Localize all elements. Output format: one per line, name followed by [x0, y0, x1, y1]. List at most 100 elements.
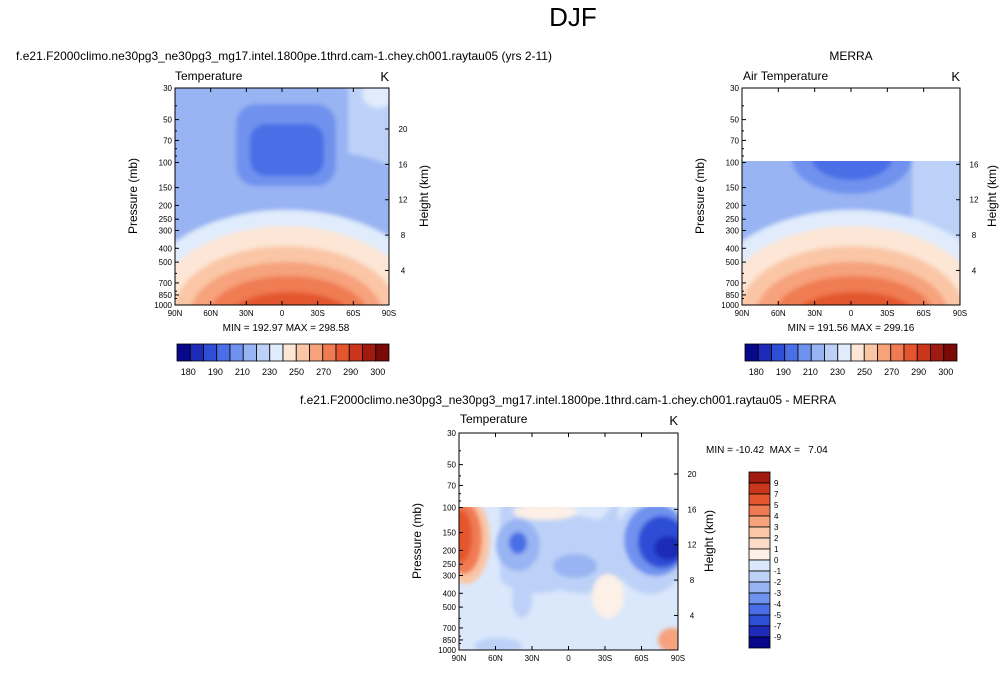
colorbar-label: 300 [370, 367, 385, 377]
y-tick-label: 500 [443, 603, 457, 612]
panel-diff-stats: MIN = -10.42 MAX = 7.04 [706, 445, 828, 456]
colorbar-swatch [309, 343, 324, 362]
panel-merra: MERRA Air Temperature K 30 50 70 100 150 200 2… [693, 49, 999, 377]
panel-merra-title: MERRA [829, 49, 872, 63]
x-tick-label: 90S [671, 654, 685, 663]
colorbar-label: 230 [830, 367, 845, 377]
y-tick-label: 700 [443, 624, 457, 633]
y2-tick-label: 12 [970, 196, 979, 205]
panel-model-stats: MIN = 192.97 MAX = 298.58 [223, 323, 350, 334]
field-band [236, 292, 344, 305]
colorbar-swatch [229, 343, 244, 362]
x-tick-label: 0 [566, 654, 571, 663]
x-tick-label: 30S [598, 654, 612, 663]
colorbar-swatch [748, 625, 771, 638]
colorbar-swatch [784, 343, 799, 362]
field-band [553, 554, 597, 578]
panel-merra-stats: MIN = 191.56 MAX = 299.16 [788, 323, 915, 334]
colorbar-label: 270 [316, 367, 331, 377]
y-tick-label: 70 [447, 481, 456, 490]
colorbar-swatch [216, 343, 231, 362]
colorbar-swatch [748, 504, 771, 517]
colorbar-swatch [850, 343, 865, 362]
panel-diff-ylabel-right: Height (km) [702, 510, 716, 572]
colorbar-label: 290 [911, 367, 926, 377]
panel-model-left-string: Temperature [175, 69, 243, 83]
y2-tick-label: 12 [688, 541, 697, 550]
y2-tick-label: 4 [401, 266, 406, 275]
colorbar-label: -9 [774, 633, 782, 642]
y-tick-label: 100 [726, 159, 740, 168]
colorbar-swatch [797, 343, 812, 362]
x-tick-label: 90S [953, 309, 967, 318]
x-tick-label: 60N [488, 654, 503, 663]
colorbar-swatch [335, 343, 350, 362]
field-band [474, 638, 522, 650]
y-tick-label: 300 [443, 571, 457, 580]
x-tick-label: 30S [311, 309, 325, 318]
y-tick-label: 850 [159, 291, 173, 300]
colorbar-swatch [824, 343, 839, 362]
y-tick-label: 250 [443, 560, 457, 569]
field-band [658, 628, 678, 650]
panel-model-y2-ticks: 20 16 12 8 4 [385, 125, 408, 275]
colorbar-label: 7 [774, 490, 779, 499]
y-tick-label: 150 [726, 184, 740, 193]
colorbar-swatch [269, 343, 284, 362]
field-band [250, 124, 324, 176]
colorbar-swatch [256, 343, 271, 362]
y-tick-label: 30 [447, 429, 456, 438]
y-tick-label: 100 [159, 159, 173, 168]
colorbar-swatch [748, 581, 771, 594]
x-tick-label: 30N [807, 309, 822, 318]
no-data-region [459, 433, 678, 507]
y-tick-label: 300 [159, 226, 173, 235]
colorbar-swatch [176, 343, 191, 362]
y-tick-label: 50 [163, 116, 172, 125]
colorbar-swatch [863, 343, 878, 362]
panel-merra-y2-ticks: 16 12 8 4 [956, 160, 979, 275]
y-tick-label: 500 [726, 258, 740, 267]
panel-diff-x-ticks: 90N 60N 30N 0 30S 60S 90S [452, 433, 685, 663]
colorbar-swatch [189, 343, 204, 362]
y2-tick-label: 4 [690, 611, 695, 620]
colorbar-swatch [890, 343, 905, 362]
panel-merra-contour-field [742, 88, 960, 305]
y-tick-label: 30 [730, 84, 739, 93]
y-tick-label: 150 [159, 184, 173, 193]
y2-tick-label: 20 [688, 470, 697, 479]
colorbar-label: 180 [181, 367, 196, 377]
y-tick-label: 200 [443, 546, 457, 555]
y2-tick-label: 16 [970, 160, 979, 169]
y2-tick-label: 16 [399, 160, 408, 169]
colorbar-label: 1 [774, 545, 779, 554]
colorbar-label: 0 [774, 556, 779, 565]
colorbar-label: -7 [774, 622, 782, 631]
x-tick-label: 60N [771, 309, 786, 318]
colorbar-label: 290 [343, 367, 358, 377]
panel-diff-y2-ticks: 20 16 12 8 4 [674, 470, 697, 620]
colorbar-swatch [282, 343, 297, 362]
x-tick-label: 30N [525, 654, 540, 663]
y-tick-label: 1000 [721, 301, 739, 310]
x-tick-label: 90N [168, 309, 183, 318]
y-tick-label: 400 [159, 244, 173, 253]
colorbar-label: 210 [235, 367, 250, 377]
panel-model-contour-field [175, 88, 389, 305]
colorbar-swatch [930, 343, 945, 362]
x-tick-label: 90S [382, 309, 396, 318]
colorbar-swatch [748, 603, 771, 616]
colorbar-swatch [362, 343, 377, 362]
colorbar-label: -2 [774, 578, 782, 587]
colorbar-label: 270 [884, 367, 899, 377]
field-band [513, 504, 577, 520]
colorbar-swatch [757, 343, 772, 362]
y2-tick-label: 12 [399, 196, 408, 205]
colorbar-label: 180 [749, 367, 764, 377]
panel-diff-contour-field [459, 433, 678, 650]
colorbar-label: 230 [262, 367, 277, 377]
panel-merra-ylabel-right: Height (km) [985, 165, 999, 227]
y-tick-label: 1000 [438, 646, 456, 655]
y2-tick-label: 4 [972, 266, 977, 275]
